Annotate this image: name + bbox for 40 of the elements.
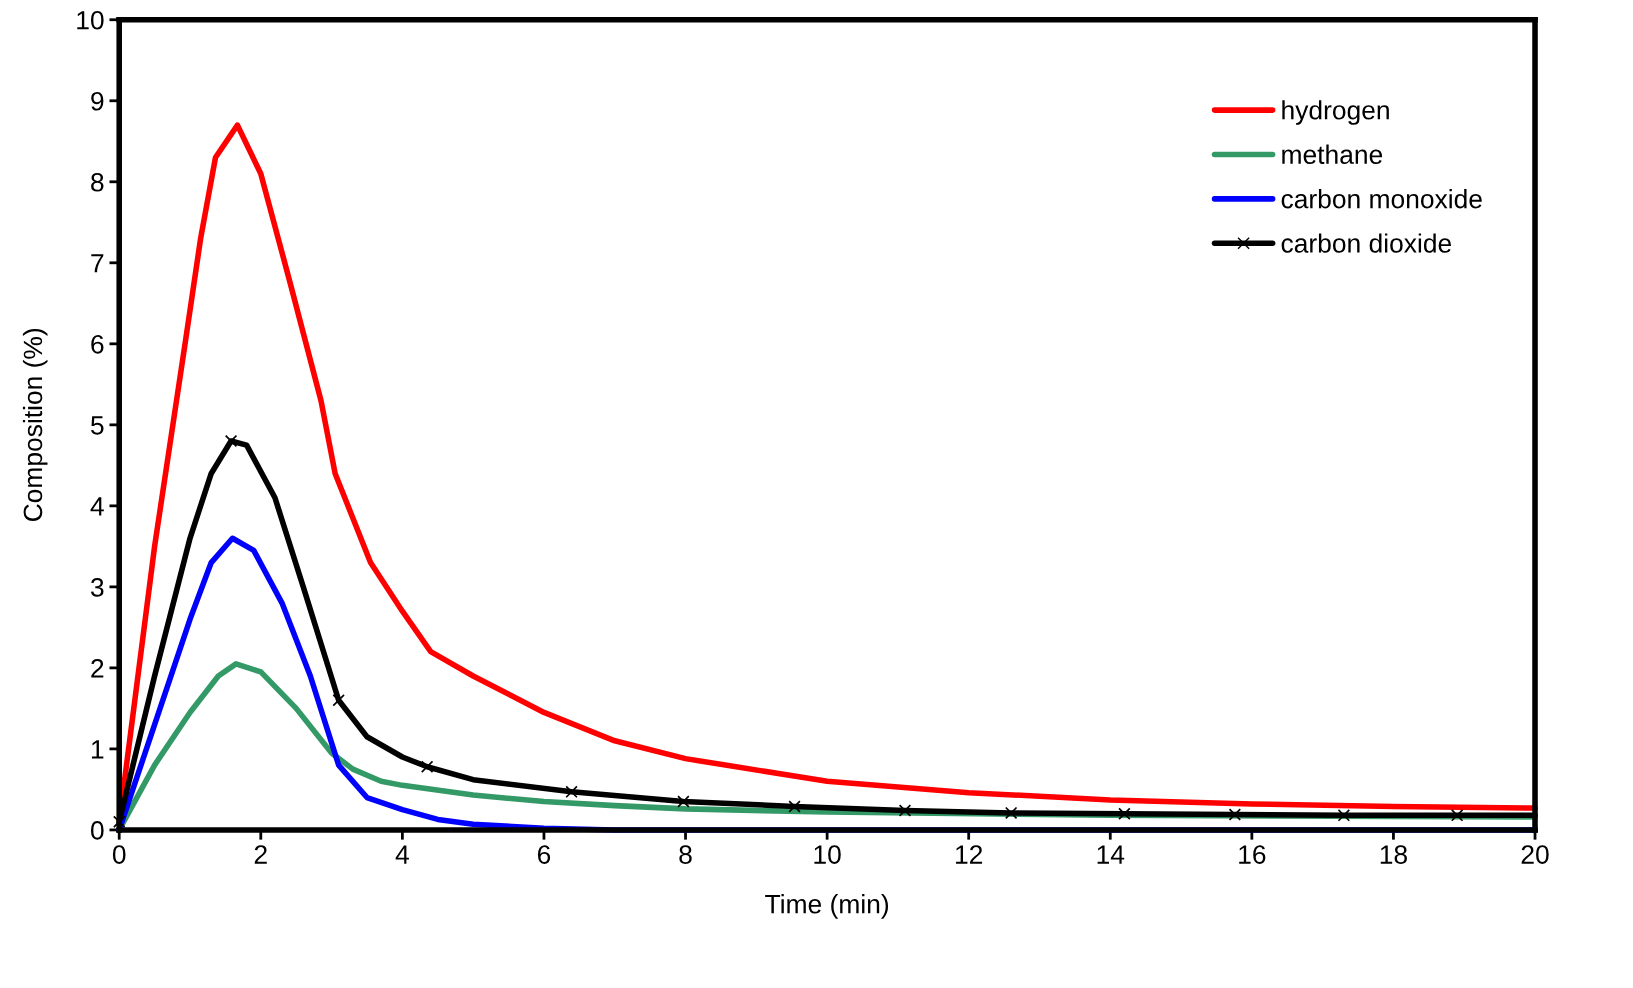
y-tick-label: 2: [91, 659, 104, 678]
y-tick-label: 6: [91, 334, 104, 354]
x-tick-label: 4: [395, 845, 409, 864]
y-tick-label: 7: [91, 254, 104, 273]
point: [1450, 809, 1464, 822]
y-axis-title: Composition (%): [22, 328, 48, 522]
legend-label: carbon monoxide: [1281, 189, 1482, 209]
x-tick-label: 0: [112, 845, 126, 864]
point: [898, 804, 912, 817]
point: [788, 800, 801, 813]
x-tick-label: 14: [1097, 845, 1125, 864]
x-tick-label: 6: [537, 845, 551, 864]
y-tick-label: 1: [91, 740, 104, 759]
legend-label: hydrogen: [1282, 100, 1389, 125]
y-tick-label: 4: [90, 497, 104, 516]
x-axis-title: Time (min): [765, 894, 889, 919]
legend-label: methane: [1282, 144, 1383, 164]
y-tick-label: 5: [91, 416, 104, 435]
x-tick-label: 18: [1380, 845, 1407, 864]
point: [1004, 806, 1018, 820]
point: [1118, 807, 1131, 820]
x-tick-label: 8: [679, 845, 692, 864]
x-tick-label: 16: [1239, 845, 1266, 864]
y-tick-label: 10: [77, 10, 104, 30]
point: [1228, 808, 1242, 821]
y-tick-label: 8: [91, 172, 104, 192]
y-tick-label: 3: [90, 578, 104, 597]
y-tick-label: 0: [90, 821, 104, 840]
x-tick-label: 20: [1521, 845, 1549, 864]
x-tick-label: 2: [254, 845, 267, 864]
point: [420, 760, 434, 773]
point: [565, 785, 578, 799]
legend-label: carbon dioxide: [1281, 233, 1451, 253]
point: [1337, 809, 1351, 822]
point: [224, 434, 238, 448]
point: [332, 694, 345, 707]
y-tick-label: 9: [91, 91, 104, 111]
x-tick-label: 12: [956, 845, 983, 864]
x-tick-label: 10: [814, 845, 841, 864]
point: [677, 795, 690, 808]
